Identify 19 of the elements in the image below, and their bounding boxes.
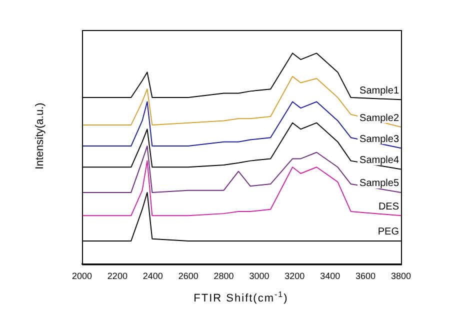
- x-tick-label: 3000: [249, 271, 270, 282]
- x-tick-label: 3800: [390, 271, 412, 282]
- x-tick-label: 3400: [320, 271, 340, 282]
- x-axis-title: FTIR Shift(cm$^{-1}$): [192, 290, 290, 305]
- x-tick-label: 2800: [214, 271, 234, 282]
- series-label: Sample5: [360, 178, 400, 190]
- series-label: PEG: [378, 226, 400, 238]
- x-tick-label: 3600: [356, 271, 376, 282]
- x-tick-label: 2600: [178, 271, 198, 282]
- series-label: Sample2: [360, 112, 400, 124]
- x-tick-label: 3200: [284, 271, 305, 282]
- series-label: Sample3: [360, 134, 400, 145]
- x-tick-label: 2200: [107, 271, 128, 282]
- series-label: Sample4: [360, 155, 400, 166]
- series-label: DES: [378, 201, 400, 212]
- series-label: Sample1: [360, 85, 400, 96]
- x-tick-label: 2400: [142, 271, 163, 282]
- x-tick-label: 2000: [72, 271, 92, 282]
- y-axis-title: Intensity(a.u.): [34, 102, 46, 172]
